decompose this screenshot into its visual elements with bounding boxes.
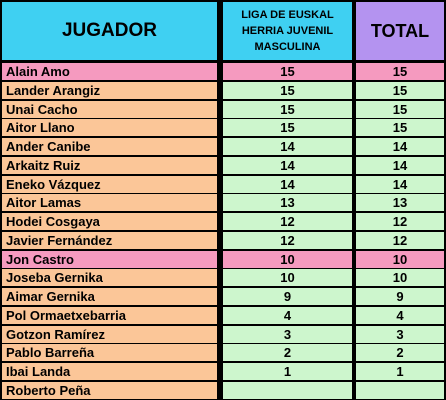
player-name-cell: Arkaitz Ruiz xyxy=(2,156,217,175)
player-name-cell: Eneko Vázquez xyxy=(2,175,217,194)
player-name-cell: Lander Arangiz xyxy=(2,81,217,100)
liga-score-cell: 12 xyxy=(223,231,352,250)
total-score-cell: 3 xyxy=(356,325,444,344)
header-liga-label: LIGA DE EUSKAL HERRIA JUVENIL MASCULINA xyxy=(241,7,334,55)
liga-score-cell: 13 xyxy=(223,194,352,213)
total-score-cell: 4 xyxy=(356,306,444,325)
table-row: Eneko Vázquez 14 14 xyxy=(0,175,446,194)
liga-score-cell: 15 xyxy=(223,119,352,138)
player-name-cell: Ander Canibe xyxy=(2,138,217,156)
table-row: Hodei Cosgaya 12 12 xyxy=(0,213,446,231)
player-name-cell: Pablo Barreña xyxy=(2,344,217,363)
table-row: Arkaitz Ruiz 14 14 xyxy=(0,156,446,175)
header-player: JUGADOR xyxy=(2,2,217,60)
total-score-cell xyxy=(356,381,444,400)
total-score-cell: 14 xyxy=(356,138,444,156)
table-row: Ander Canibe 14 14 xyxy=(0,138,446,156)
total-score-cell: 14 xyxy=(356,175,444,194)
header-liga-line-3: MASCULINA xyxy=(254,41,321,53)
table-row: Aitor Llano 15 15 xyxy=(0,119,446,138)
table-row: Pol Ormaetxebarria 4 4 xyxy=(0,306,446,325)
table-row: Pablo Barreña 2 2 xyxy=(0,344,446,363)
liga-score-cell: 12 xyxy=(223,213,352,231)
table-row: Joseba Gernika 10 10 xyxy=(0,269,446,288)
total-score-cell: 15 xyxy=(356,63,444,81)
liga-score-cell: 14 xyxy=(223,138,352,156)
table-row: Gotzon Ramírez 3 3 xyxy=(0,325,446,344)
player-name-cell: Hodei Cosgaya xyxy=(2,213,217,231)
player-name-cell: Pol Ormaetxebarria xyxy=(2,306,217,325)
total-score-cell: 10 xyxy=(356,250,444,269)
total-score-cell: 13 xyxy=(356,194,444,213)
table-row: Alain Amo 15 15 xyxy=(0,63,446,81)
liga-score-cell xyxy=(223,381,352,400)
header-total-label: TOTAL xyxy=(370,20,430,41)
table-row: Unai Cacho 15 15 xyxy=(0,100,446,119)
player-name-cell: Aitor Lamas xyxy=(2,194,217,213)
player-name-cell: Aimar Gernika xyxy=(2,288,217,306)
liga-score-cell: 4 xyxy=(223,306,352,325)
liga-score-cell: 14 xyxy=(223,156,352,175)
liga-score-cell: 2 xyxy=(223,344,352,363)
total-score-cell: 10 xyxy=(356,269,444,288)
header-total: TOTAL xyxy=(356,2,444,60)
player-name-cell: Ibai Landa xyxy=(2,363,217,381)
header-liga-line-1: LIGA DE EUSKAL xyxy=(241,9,334,21)
player-name-cell: Aitor Llano xyxy=(2,119,217,138)
total-score-cell: 12 xyxy=(356,231,444,250)
liga-score-cell: 3 xyxy=(223,325,352,344)
liga-score-cell: 10 xyxy=(223,250,352,269)
player-name-cell: Javier Fernández xyxy=(2,231,217,250)
liga-score-cell: 10 xyxy=(223,269,352,288)
liga-score-cell: 15 xyxy=(223,63,352,81)
table-row: Lander Arangiz 15 15 xyxy=(0,81,446,100)
player-name-cell: Jon Castro xyxy=(2,250,217,269)
total-score-cell: 2 xyxy=(356,344,444,363)
player-name-cell: Unai Cacho xyxy=(2,100,217,119)
total-score-cell: 15 xyxy=(356,119,444,138)
header-liga-line-2: HERRIA JUVENIL xyxy=(241,25,334,37)
liga-score-cell: 14 xyxy=(223,175,352,194)
header-liga: LIGA DE EUSKAL HERRIA JUVENIL MASCULINA xyxy=(223,2,352,60)
liga-score-cell: 15 xyxy=(223,100,352,119)
liga-score-cell: 15 xyxy=(223,81,352,100)
table-row: Aitor Lamas 13 13 xyxy=(0,194,446,213)
table-row: Roberto Peña xyxy=(0,381,446,400)
total-score-cell: 9 xyxy=(356,288,444,306)
liga-score-cell: 9 xyxy=(223,288,352,306)
liga-score-cell: 1 xyxy=(223,363,352,381)
table-row: Ibai Landa 1 1 xyxy=(0,363,446,381)
player-name-cell: Roberto Peña xyxy=(2,381,217,400)
table-row: Javier Fernández 12 12 xyxy=(0,231,446,250)
player-name-cell: Alain Amo xyxy=(2,63,217,81)
total-score-cell: 12 xyxy=(356,213,444,231)
table-row: Aimar Gernika 9 9 xyxy=(0,288,446,306)
total-score-cell: 15 xyxy=(356,81,444,100)
player-name-cell: Gotzon Ramírez xyxy=(2,325,217,344)
total-score-cell: 1 xyxy=(356,363,444,381)
table-row: Jon Castro 10 10 xyxy=(0,250,446,269)
header-player-label: JUGADOR xyxy=(61,20,157,41)
total-score-cell: 15 xyxy=(356,100,444,119)
total-score-cell: 14 xyxy=(356,156,444,175)
player-name-cell: Joseba Gernika xyxy=(2,269,217,288)
